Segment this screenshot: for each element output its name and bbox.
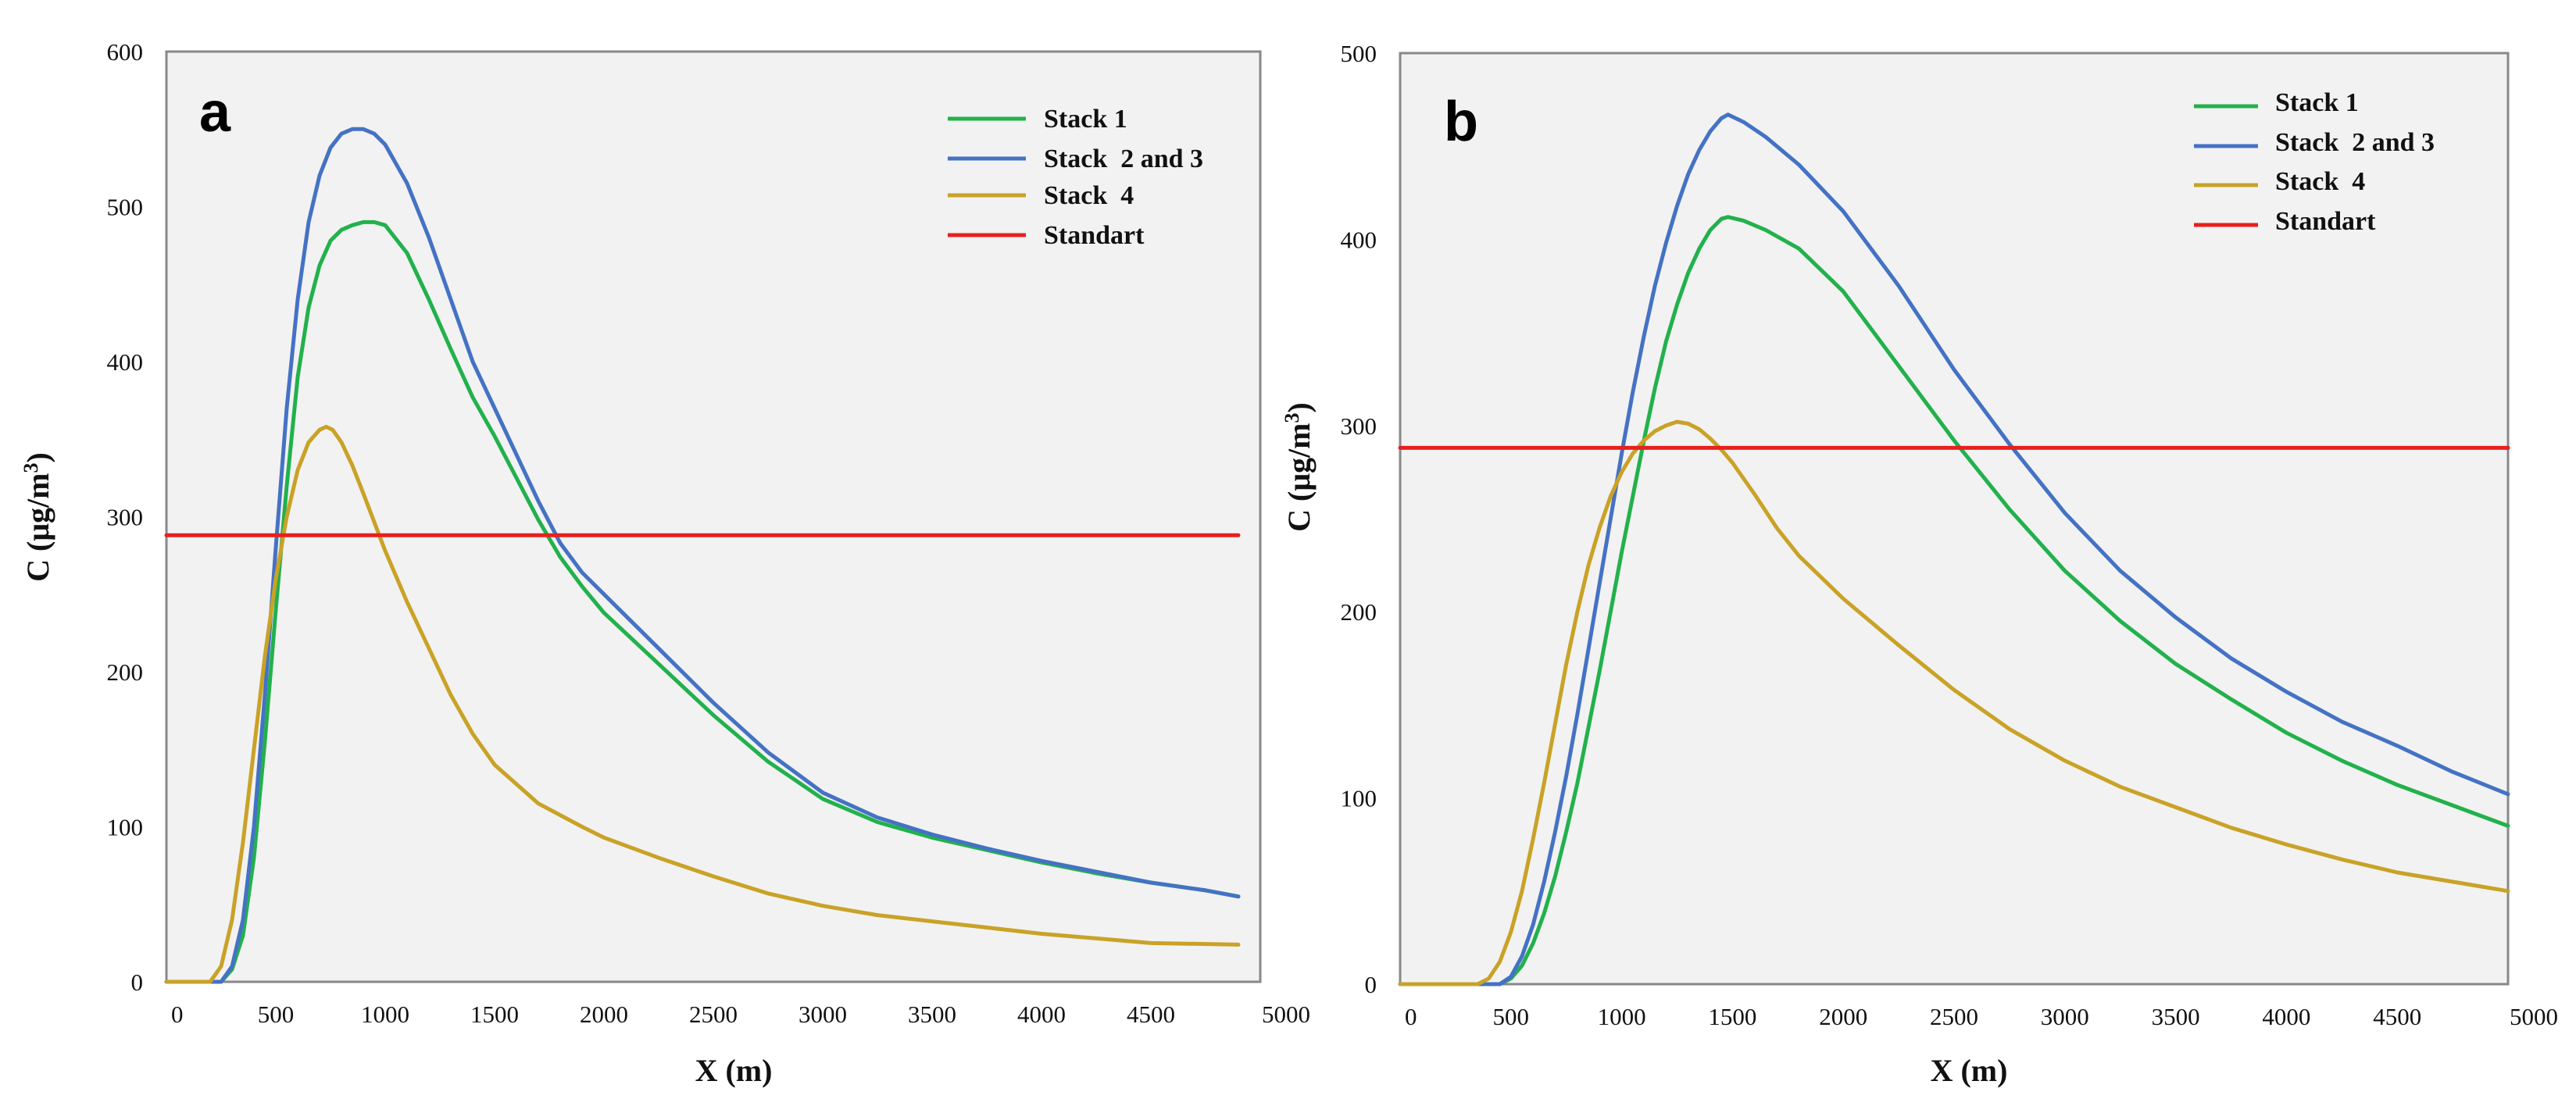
legend-label-stack-2-and-3: Stack 2 and 3	[1044, 144, 1203, 173]
series-line-stack-1	[1398, 215, 2510, 986]
series-line-stack-4	[164, 424, 1241, 984]
x-tick-label: 0	[1405, 1003, 1417, 1030]
legend-label-stack-1: Stack 1	[2275, 88, 2359, 117]
plot-area-a	[165, 50, 1262, 983]
series-line-stack-2-and-3	[164, 127, 1241, 984]
y-tick-label: 500	[1341, 40, 1377, 67]
x-axis-label-b: X (m)	[1931, 1053, 2008, 1088]
y-tick-labels-b: 0 100 200 300 400 500	[1341, 40, 1377, 998]
y-tick-label: 100	[1341, 785, 1377, 812]
legend-label-stack-1: Stack 1	[1044, 105, 1127, 134]
y-tick-label: 400	[107, 348, 144, 376]
x-tick-labels-a: 0 500 1000 1500 2000 2500 3000 3500 4000 4500 5000	[171, 1001, 1310, 1028]
x-tick-label: 1000	[361, 1001, 409, 1028]
x-tick-label: 0	[171, 1001, 184, 1028]
x-tick-label: 500	[1493, 1003, 1530, 1030]
legend-label-stack-2-and-3: Stack 2 and 3	[2275, 128, 2435, 157]
panel-label-b: b	[1444, 91, 1478, 153]
legend-label-standart: Standart	[2275, 207, 2376, 236]
legend-label-stack-4: Stack 4	[2275, 167, 2365, 196]
x-tick-label: 3000	[799, 1001, 847, 1028]
y-tick-label: 100	[107, 814, 144, 841]
y-tick-label: 0	[131, 969, 144, 996]
y-tick-label: 500	[107, 194, 144, 221]
series-lines-a	[164, 127, 1241, 984]
series-line-stack-4	[1398, 419, 2510, 986]
series-line-stack-2-and-3	[1398, 112, 2510, 986]
y-tick-label: 300	[107, 504, 144, 531]
x-tick-label: 4500	[1127, 1001, 1175, 1028]
chart-panel-b: b 0 100 200 300 400 500 0 500 1000 1500 2000 2500 3…	[1281, 40, 2559, 1088]
x-tick-label: 500	[258, 1001, 295, 1028]
x-tick-label: 5000	[2510, 1003, 2558, 1030]
series-lines-b	[1398, 112, 2510, 986]
legend-label-standart: Standart	[1044, 221, 1145, 250]
x-tick-label: 4000	[2262, 1003, 2310, 1030]
x-tick-label: 5000	[1262, 1001, 1310, 1028]
x-tick-label: 1500	[1708, 1003, 1756, 1030]
x-tick-label: 2500	[1930, 1003, 1978, 1030]
x-tick-label: 2000	[1819, 1003, 1867, 1030]
y-axis-label-b: C (μg/m3)	[1281, 402, 1317, 532]
y-tick-label: 600	[107, 38, 144, 66]
y-tick-label: 400	[1341, 226, 1377, 253]
y-tick-label: 200	[1341, 598, 1377, 626]
y-tick-label: 200	[107, 658, 144, 686]
x-tick-label: 2500	[689, 1001, 738, 1028]
x-tick-label: 1000	[1598, 1003, 1646, 1030]
legend-a: Stack 1 Stack 2 and 3 Stack 4 Standart	[948, 105, 1203, 250]
x-tick-label: 3000	[2041, 1003, 2089, 1030]
plot-area-b	[1399, 52, 2510, 986]
x-tick-labels-b: 0 500 1000 1500 2000 2500 3000 3500 4000 4500 5000	[1405, 1003, 2558, 1030]
y-tick-label: 0	[1365, 971, 1377, 998]
panel-label-a: a	[199, 81, 231, 144]
y-axis-label-a: C (μg/m3)	[20, 452, 56, 582]
x-tick-label: 2000	[580, 1001, 628, 1028]
x-tick-label: 3500	[2152, 1003, 2200, 1030]
x-tick-label: 4000	[1017, 1001, 1066, 1028]
y-tick-label: 300	[1341, 412, 1377, 440]
y-tick-labels-a: 0 100 200 300 400 500 600	[107, 38, 144, 996]
legend-b: Stack 1 Stack 2 and 3 Stack 4 Standart	[2194, 88, 2435, 236]
x-tick-label: 4500	[2373, 1003, 2421, 1030]
chart-panel-a: a 0 100 200 300 400 500 600 0 500 1000 1500 2000 25…	[20, 38, 1311, 1088]
x-tick-label: 1500	[470, 1001, 519, 1028]
legend-label-stack-4: Stack 4	[1044, 181, 1134, 210]
x-tick-label: 3500	[908, 1001, 956, 1028]
x-axis-label-a: X (m)	[695, 1053, 773, 1088]
